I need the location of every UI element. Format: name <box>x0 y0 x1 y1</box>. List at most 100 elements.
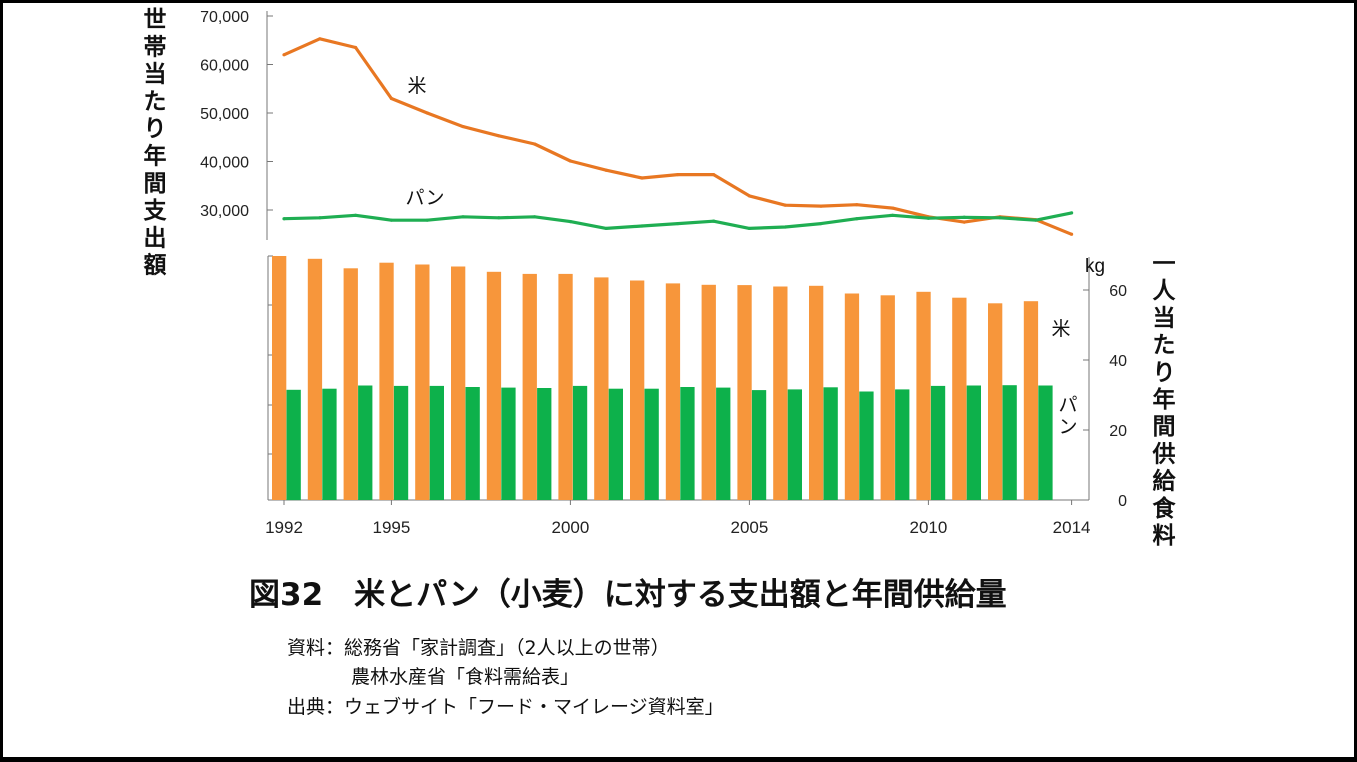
citation-line: 出典：ウェブサイト「フード・マイレージ資料室」 <box>287 696 724 718</box>
rice-bar <box>737 285 752 500</box>
bread-line-point <box>926 216 931 220</box>
bar-y-tick-label: 0 <box>1118 493 1127 510</box>
line-y-axis-label-char: た <box>144 89 167 115</box>
bread-bar <box>286 389 301 501</box>
bar-y-axis-label-char: り <box>1153 360 1176 386</box>
bread-bar <box>537 388 552 500</box>
x-tick-label: 1992 <box>265 518 303 537</box>
rice-bar <box>415 264 430 500</box>
rice-line-point <box>282 53 286 57</box>
bread-line-point <box>962 215 966 219</box>
line-y-tick-label: 50,000 <box>200 106 249 123</box>
bread-bar-label-char: パ <box>1058 394 1077 416</box>
bread-line-point <box>640 224 644 228</box>
rice-line-point <box>747 194 752 198</box>
rice-bar <box>522 273 537 500</box>
x-tick-label: 2005 <box>730 518 768 537</box>
bread-bar <box>1038 385 1053 500</box>
rice-line-point <box>533 142 537 146</box>
bread-line-point <box>747 226 752 231</box>
bar-y-axis-label-char: 食 <box>1153 495 1177 522</box>
rice-line-point <box>819 204 823 208</box>
rice-bar <box>451 266 466 500</box>
bread-bar <box>787 389 802 500</box>
x-tick-label: 2000 <box>551 518 589 537</box>
bread-line-point <box>998 216 1002 220</box>
rice-line-point <box>640 176 644 180</box>
bread-line-point <box>783 225 787 229</box>
rice-line-point <box>891 206 895 210</box>
rice-bar <box>701 284 716 501</box>
bar-y-axis-label-char: 間 <box>1153 414 1176 440</box>
rice-bar <box>809 285 824 500</box>
bread-bar <box>680 387 695 500</box>
bar-y-tick-label: 20 <box>1109 423 1127 440</box>
bread-bar <box>501 387 516 500</box>
line-y-tick-label: 70,000 <box>200 9 249 26</box>
bread-bar <box>572 385 588 500</box>
bar-y-axis-label-char: 給 <box>1153 468 1177 495</box>
rice-bar <box>486 271 502 500</box>
bread-bar <box>859 391 874 500</box>
bar-y-axis-label-char: 当 <box>1153 305 1176 331</box>
bread-bar <box>322 388 337 500</box>
bread-bar <box>358 385 373 500</box>
bar-y-axis-label-char: 料 <box>1153 523 1176 549</box>
x-tick-label: 2014 <box>1053 518 1091 537</box>
rice-line-point <box>783 203 787 207</box>
rice-bar <box>665 283 681 501</box>
bread-line-point <box>282 217 286 221</box>
rice-line-point <box>568 159 573 163</box>
bread-bar <box>895 389 910 500</box>
rice-line-point <box>389 96 393 101</box>
rice-bar-label: 米 <box>1051 318 1070 340</box>
rice-bar <box>773 286 788 500</box>
bread-line-point <box>497 216 501 220</box>
line-y-axis-label: 世帯当たり年間支出額 <box>143 7 168 279</box>
source-line-1: 資料：総務省「家計調査」（2人以上の世帯） <box>287 637 670 659</box>
bar-y-axis-label-char: 一 <box>1153 251 1176 277</box>
rice-line-point <box>1070 232 1074 236</box>
line-y-axis-label-char: 間 <box>144 171 167 197</box>
bar-y-axis-label-char: た <box>1153 333 1176 359</box>
bread-line-point <box>819 221 823 226</box>
line-y-axis-label-char: 出 <box>144 225 167 251</box>
bread-bar <box>465 387 480 500</box>
rice-line-label: 米 <box>407 75 426 97</box>
bread-line-point <box>891 213 895 217</box>
bread-line-label: パン <box>406 187 445 209</box>
bread-bar-label: パン <box>1058 394 1077 438</box>
rice-bar <box>558 273 573 500</box>
bread-bar <box>393 385 409 500</box>
rice-line-point <box>855 203 859 207</box>
rice-bar <box>952 297 967 500</box>
bread-bar <box>1002 385 1017 500</box>
bread-line-point <box>1070 211 1074 215</box>
bread-line-point <box>1034 218 1038 222</box>
bread-bar <box>608 388 623 500</box>
rice-line-point <box>461 124 465 129</box>
bread-line-point <box>568 220 573 224</box>
bar-y-axis-label-char: 年 <box>1153 386 1176 413</box>
line-y-axis-label-char: 世 <box>144 7 167 33</box>
bread-bar <box>751 390 767 500</box>
bread-line-point <box>389 218 393 222</box>
rice-line-point <box>318 37 322 41</box>
bread-line-point <box>676 221 680 226</box>
rice-bar <box>307 258 323 500</box>
rice-bar <box>880 295 895 501</box>
bread-bar-label-char: ン <box>1058 416 1077 438</box>
line-y-tick-label: 40,000 <box>200 155 249 172</box>
line-y-axis-label-char: 当 <box>144 62 167 88</box>
rice-bar <box>988 303 1003 500</box>
line-y-axis-label-char: 額 <box>143 252 167 279</box>
rice-line-point <box>712 172 716 177</box>
bread-line-point <box>533 215 537 219</box>
line-y-axis-label-char: 支 <box>143 198 168 224</box>
bar-chart: 60 40 20 0 kg 一人当たり年間供給食料 1992 1995 2000 2005 2010… <box>265 251 1176 549</box>
line-y-axis-label-char: 年 <box>144 143 167 170</box>
rice-line-point <box>354 45 358 50</box>
slide: 70,000 60,000 50,000 40,000 30,000 世帯当たり年間支出額… <box>3 3 1354 757</box>
bar-y-tick-label: 40 <box>1109 353 1127 370</box>
line-y-axis-label-char: 帯 <box>144 33 167 60</box>
